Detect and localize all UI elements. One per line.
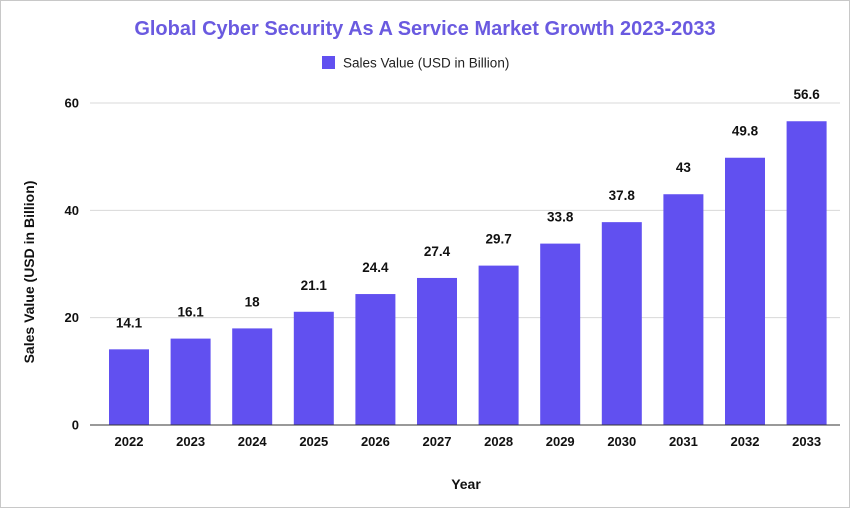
x-tick-label: 2028 [484, 434, 513, 449]
y-axis-title: Sales Value (USD in Billion) [21, 181, 37, 364]
x-tick-label: 2027 [423, 434, 452, 449]
data-label: 29.7 [485, 232, 511, 247]
data-label: 37.8 [609, 188, 636, 203]
gridlines [90, 102, 840, 319]
x-tick-label: 2025 [299, 434, 328, 449]
data-label: 24.4 [362, 260, 389, 275]
x-tick-label: 2026 [361, 434, 390, 449]
x-tick-label: 2022 [115, 434, 144, 449]
legend-label: Sales Value (USD in Billion) [343, 56, 509, 71]
bar-2023 [170, 338, 211, 425]
y-axis-ticks: 0 20 40 60 [65, 96, 79, 433]
data-label: 33.8 [547, 210, 574, 225]
x-tick-label: 2033 [792, 434, 821, 449]
data-label: 18 [245, 294, 261, 309]
bars [109, 121, 827, 426]
data-label: 27.4 [424, 244, 451, 259]
bar-2029 [540, 243, 581, 425]
data-label: 21.1 [301, 278, 328, 293]
x-tick-label: 2032 [731, 434, 760, 449]
bar-2027 [417, 277, 457, 425]
x-tick-label: 2031 [669, 434, 698, 449]
data-label: 43 [676, 160, 692, 175]
data-label: 16.1 [177, 305, 204, 320]
bar-2024 [232, 328, 273, 425]
data-label: 14.1 [116, 315, 143, 330]
data-label: 49.8 [732, 124, 759, 139]
y-tick-label: 60 [65, 96, 79, 111]
y-tick-label: 0 [72, 418, 79, 433]
x-tick-label: 2029 [546, 434, 575, 449]
bar-2025 [293, 311, 334, 425]
y-tick-label: 20 [65, 310, 79, 325]
bar-2030 [601, 222, 642, 425]
bar-2033 [786, 121, 827, 425]
bar-2031 [663, 194, 704, 425]
legend: Sales Value (USD in Billion) [322, 56, 509, 71]
data-labels: 14.1 16.1 18 21.1 24.4 27.4 29.7 33.8 37.8 43 49.8… [116, 87, 820, 330]
x-axis-title: Year [451, 476, 481, 492]
legend-swatch [322, 56, 335, 69]
x-tick-label: 2023 [176, 434, 205, 449]
data-label: 56.6 [793, 87, 820, 102]
bar-2022 [109, 349, 149, 425]
x-tick-label: 2030 [607, 434, 636, 449]
x-axis-ticks: 2022 2023 2024 2025 2026 2027 2028 2029 2030 2031… [115, 434, 822, 449]
bar-2028 [478, 265, 519, 425]
x-tick-label: 2024 [238, 434, 268, 449]
y-tick-label: 40 [65, 203, 79, 218]
bar-2026 [355, 294, 396, 425]
bar-2032 [725, 157, 765, 426]
chart-title: Global Cyber Security As A Service Marke… [134, 18, 715, 40]
